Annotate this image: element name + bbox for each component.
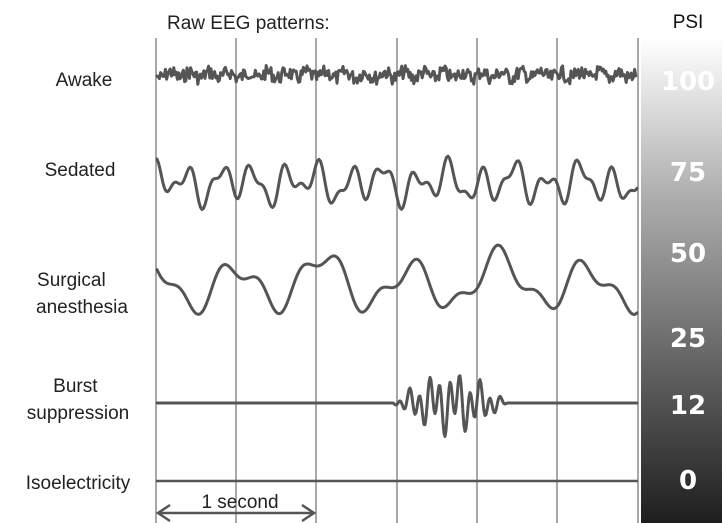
time-scale-arrow (155, 503, 317, 523)
row-label-awake: Awake (56, 70, 113, 91)
scale-arrow-head-left (155, 503, 171, 523)
row-label-surgical-anesthesia: Surgical anesthesia (36, 270, 128, 318)
psi-gradient-bar (641, 38, 722, 523)
time-gridlines (155, 38, 639, 523)
psi-scale-title: PSI (673, 12, 704, 33)
psi-tick-100: 100 (661, 67, 715, 97)
diagram-title: Raw EEG patterns: (167, 13, 330, 34)
psi-tick-12: 12 (670, 391, 706, 421)
eeg-trace-surgical-anesthesia (155, 243, 639, 316)
psi-header-box (641, 0, 722, 38)
row-label-sedated: Sedated (45, 160, 116, 181)
psi-tick-25: 25 (670, 324, 706, 354)
time-scale-label: 1 second (201, 492, 278, 513)
scale-arrow-head-right (301, 503, 317, 523)
psi-tick-50: 50 (670, 239, 706, 269)
eeg-trace-sedated (155, 154, 639, 211)
psi-tick-75: 75 (670, 158, 706, 188)
eeg-trace-burst-suppression (155, 374, 639, 438)
psi-tick-0: 0 (679, 466, 697, 496)
eeg-trace-awake (155, 64, 638, 86)
row-label-isoelectricity: Isoelectricity (26, 473, 131, 494)
row-label-burst-suppression: Burst suppression (27, 376, 129, 424)
